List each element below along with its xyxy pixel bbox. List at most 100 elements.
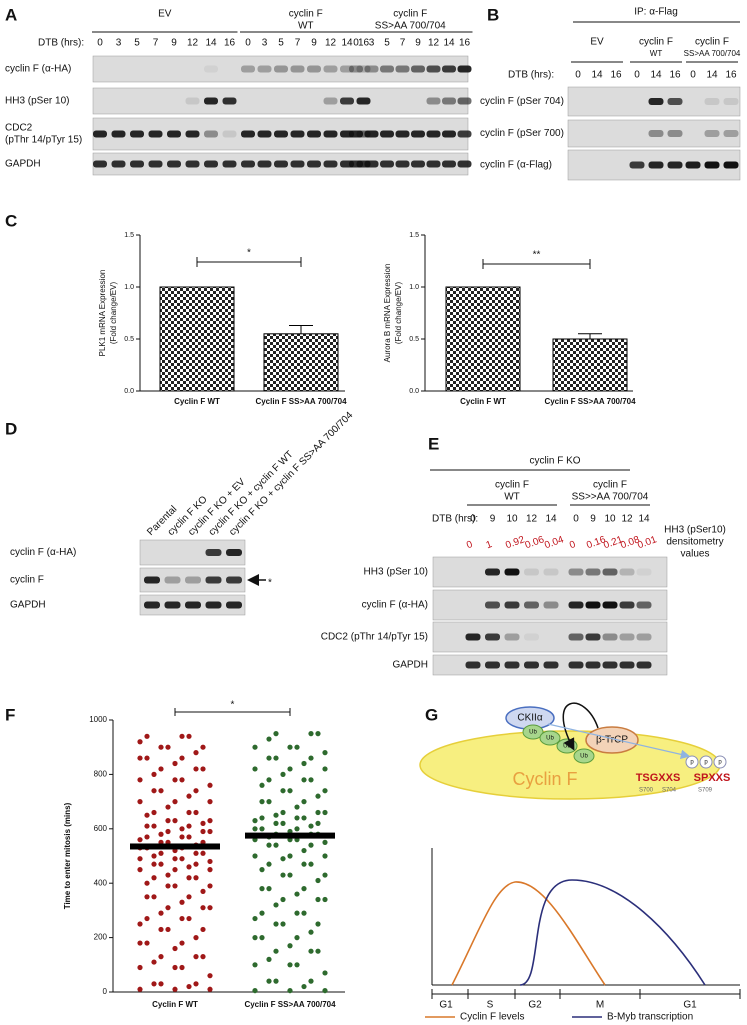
lane-label: 9 <box>490 514 496 525</box>
lane-label: 0 <box>690 70 696 81</box>
band <box>723 130 739 137</box>
point <box>207 828 213 835</box>
point <box>151 853 157 859</box>
point <box>137 921 143 927</box>
point <box>186 733 192 739</box>
point <box>151 788 157 794</box>
point <box>172 799 178 805</box>
lane-label: 9 <box>171 38 177 49</box>
point <box>193 935 199 941</box>
point <box>266 799 272 805</box>
point <box>273 842 279 848</box>
band <box>148 130 163 138</box>
band <box>704 161 720 169</box>
densitometry-value: 0.01 <box>636 534 658 551</box>
y-tick-label: 0.0 <box>124 388 134 395</box>
point <box>273 731 279 737</box>
lane-label: 9 <box>415 38 421 49</box>
band <box>130 160 144 168</box>
band <box>257 130 272 138</box>
row-label: GAPDH <box>392 660 428 671</box>
point <box>207 818 213 824</box>
band <box>349 65 363 73</box>
band <box>485 601 500 609</box>
row-label: CDC2 <box>5 123 33 134</box>
lane-label: 10 <box>604 514 616 525</box>
x-tick-label: Cyclin F SS>AA 700/704 <box>244 1000 336 1009</box>
point <box>322 766 328 772</box>
band <box>205 549 222 556</box>
point <box>158 831 164 837</box>
group-label: EV <box>590 37 604 48</box>
point <box>294 744 300 750</box>
band <box>185 601 201 609</box>
band <box>340 65 354 73</box>
point <box>144 894 150 900</box>
band <box>93 130 107 138</box>
group-label: cyclin F <box>639 37 673 48</box>
band <box>323 160 338 168</box>
significance-label: * <box>231 700 235 711</box>
band <box>602 661 618 669</box>
row-label: cyclin F (pSer 704) <box>480 96 564 107</box>
point <box>280 820 286 826</box>
y-tick-label: 0 <box>103 987 108 996</box>
point <box>315 921 321 927</box>
band <box>185 97 200 105</box>
lane-label: 0 <box>575 70 581 81</box>
point <box>308 929 314 935</box>
densitometry-value: 0.92 <box>504 534 526 551</box>
densitometry-label: densitometry <box>666 537 723 548</box>
lane-label: 0 <box>470 514 476 525</box>
y-axis-label: PLK1 mRNA Expression <box>98 270 107 357</box>
densitometry-value: 1 <box>485 539 494 551</box>
significance-label: * <box>247 248 251 259</box>
point <box>172 760 178 767</box>
row-label: GAPDH <box>10 600 46 611</box>
point <box>259 910 265 916</box>
band <box>395 65 410 73</box>
band <box>257 160 272 168</box>
band <box>205 601 222 609</box>
panel-label: D <box>5 419 17 438</box>
point <box>322 839 328 846</box>
group-label: EV <box>158 9 172 20</box>
group-label: WT <box>650 49 663 58</box>
band <box>340 97 354 105</box>
band <box>568 601 584 609</box>
row-label: cyclin F (α-HA) <box>5 64 71 75</box>
panel-label: E <box>428 434 439 453</box>
band <box>585 661 601 669</box>
point <box>186 894 192 900</box>
point <box>193 788 199 794</box>
band <box>648 98 664 105</box>
lane-label: 12 <box>428 38 440 49</box>
densitometry-value: 0.06 <box>524 534 546 551</box>
point <box>322 750 328 756</box>
point <box>322 853 328 859</box>
point <box>158 850 164 856</box>
point <box>315 896 321 903</box>
point <box>294 935 300 941</box>
band <box>636 661 652 669</box>
point <box>207 867 213 873</box>
point <box>308 823 314 829</box>
blot-strip <box>567 119 741 148</box>
point <box>315 809 321 816</box>
point <box>273 978 279 984</box>
band <box>204 130 218 138</box>
point <box>165 872 171 878</box>
band <box>167 130 181 138</box>
band <box>568 633 584 641</box>
band <box>667 161 683 169</box>
point <box>266 736 272 742</box>
point <box>144 733 150 739</box>
band <box>524 633 539 641</box>
point <box>207 799 213 805</box>
band <box>723 98 739 105</box>
point <box>151 875 157 881</box>
band <box>543 568 559 576</box>
point <box>193 750 199 756</box>
lane-label: 9 <box>590 514 596 525</box>
